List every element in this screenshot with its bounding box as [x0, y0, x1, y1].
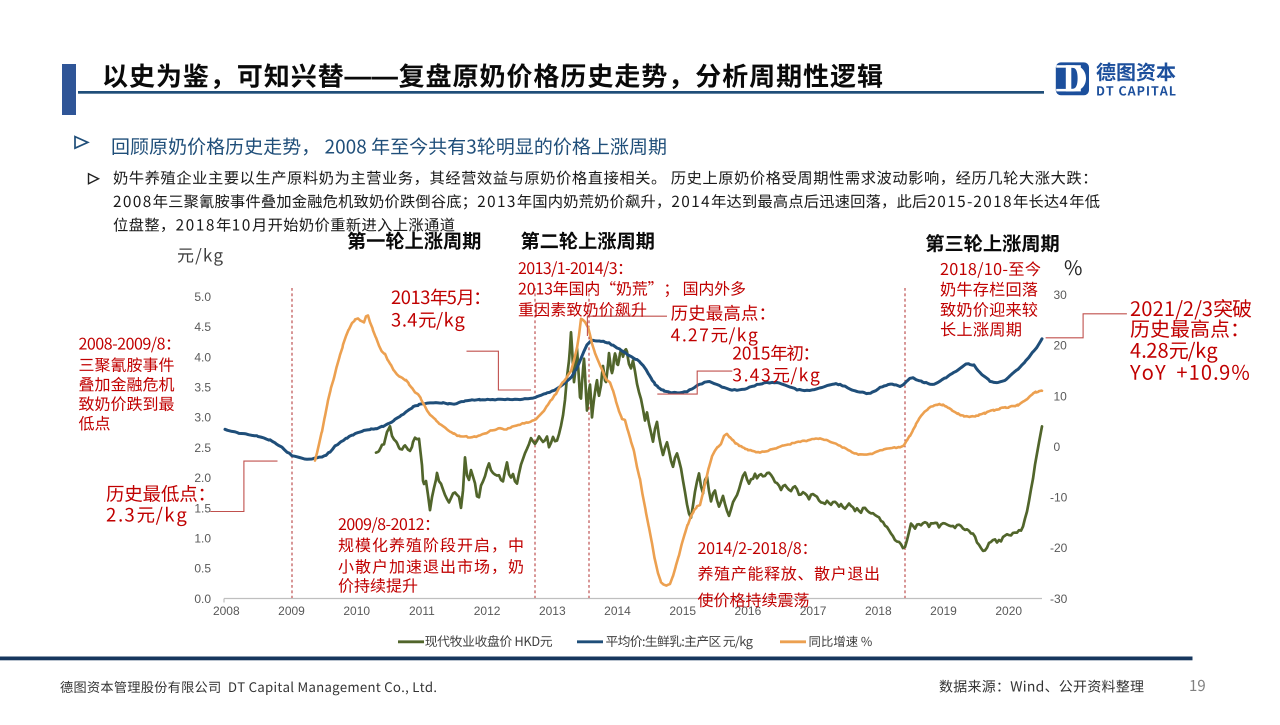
svg-text:2019: 2019 [930, 604, 957, 618]
svg-text:0.5: 0.5 [194, 562, 211, 576]
svg-text:0.0: 0.0 [194, 592, 211, 606]
svg-text:2018: 2018 [865, 604, 892, 618]
svg-text:2011: 2011 [409, 604, 435, 618]
svg-text:2010: 2010 [343, 604, 370, 618]
svg-text:1.0: 1.0 [194, 532, 211, 546]
svg-text:2009: 2009 [278, 604, 305, 618]
svg-text:1.5: 1.5 [194, 501, 211, 515]
svg-text:-30: -30 [1050, 592, 1068, 606]
svg-text:3.5: 3.5 [194, 381, 211, 395]
svg-text:2008: 2008 [213, 604, 240, 618]
svg-text:30: 30 [1054, 288, 1068, 302]
svg-text:5.0: 5.0 [194, 290, 211, 304]
svg-text:4.5: 4.5 [194, 320, 211, 334]
svg-text:4.0: 4.0 [194, 350, 211, 364]
svg-text:-20: -20 [1050, 541, 1068, 555]
svg-text:2015: 2015 [669, 604, 696, 618]
svg-text:2017: 2017 [800, 604, 827, 618]
svg-text:20: 20 [1054, 339, 1068, 353]
svg-text:2020: 2020 [995, 604, 1022, 618]
svg-text:2014: 2014 [604, 604, 631, 618]
svg-text:10: 10 [1054, 389, 1068, 403]
svg-text:2016: 2016 [735, 604, 762, 618]
svg-text:2.0: 2.0 [194, 471, 211, 485]
svg-text:-10: -10 [1050, 491, 1068, 505]
svg-text:0: 0 [1054, 440, 1061, 454]
svg-text:3.0: 3.0 [194, 411, 211, 425]
svg-text:2.5: 2.5 [194, 441, 211, 455]
svg-text:2013: 2013 [539, 604, 566, 618]
svg-text:2012: 2012 [474, 604, 501, 618]
